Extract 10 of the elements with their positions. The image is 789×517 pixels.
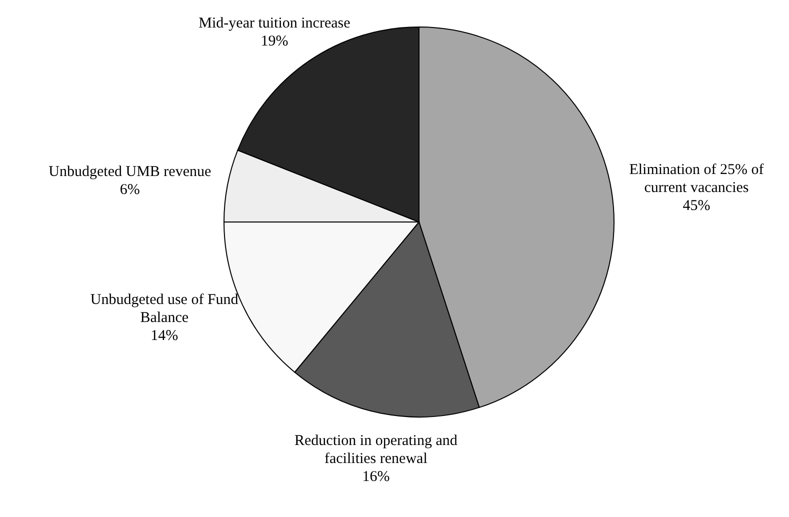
data-label: 14% bbox=[150, 328, 178, 344]
slice-label: Unbudgeted UMB revenue bbox=[48, 164, 212, 180]
slice-label: Mid-year tuition increase bbox=[198, 15, 351, 32]
data-label: 19% bbox=[260, 33, 288, 50]
slice-label: Elimination of 25% of current vacancies bbox=[629, 162, 764, 196]
slice-label: Reduction in operating and facilities renewal bbox=[294, 432, 458, 467]
data-label: 6% bbox=[120, 182, 140, 198]
data-label: 16% bbox=[362, 468, 390, 485]
slice-label: Unbudgeted use of Fund Balance bbox=[90, 292, 239, 326]
data-label: 45% bbox=[682, 198, 710, 214]
